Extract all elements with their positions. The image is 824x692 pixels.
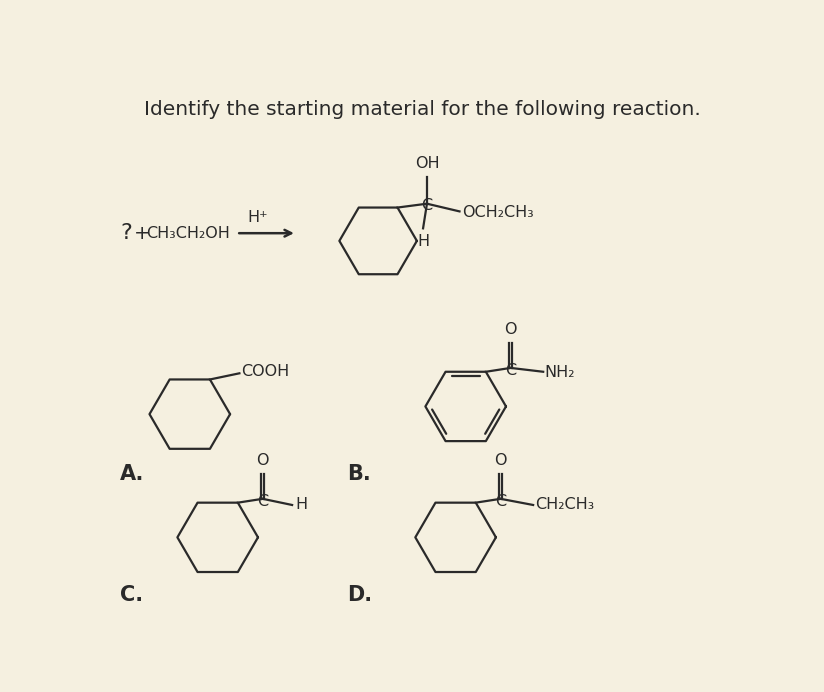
Text: OH: OH xyxy=(414,156,439,172)
Text: A.: A. xyxy=(120,464,144,484)
Text: C: C xyxy=(421,198,433,212)
Text: COOH: COOH xyxy=(241,364,289,379)
Text: +: + xyxy=(133,224,150,243)
Text: C: C xyxy=(257,494,269,509)
Text: OCH₂CH₃: OCH₂CH₃ xyxy=(461,205,534,219)
Text: NH₂: NH₂ xyxy=(545,365,575,380)
Text: ?: ? xyxy=(120,224,132,243)
Text: O: O xyxy=(494,453,507,468)
Text: C: C xyxy=(495,494,506,509)
Text: H: H xyxy=(295,498,307,513)
Text: D.: D. xyxy=(347,585,372,605)
Text: B.: B. xyxy=(347,464,371,484)
Text: Identify the starting material for the following reaction.: Identify the starting material for the f… xyxy=(144,100,700,119)
Text: C.: C. xyxy=(120,585,143,605)
Text: CH₃CH₂OH: CH₃CH₂OH xyxy=(147,226,230,241)
Text: O: O xyxy=(256,453,269,468)
Text: CH₂CH₃: CH₂CH₃ xyxy=(536,498,595,513)
Text: H⁺: H⁺ xyxy=(248,210,269,226)
Text: O: O xyxy=(504,322,517,337)
Text: H: H xyxy=(417,235,429,250)
Text: C: C xyxy=(505,363,516,379)
